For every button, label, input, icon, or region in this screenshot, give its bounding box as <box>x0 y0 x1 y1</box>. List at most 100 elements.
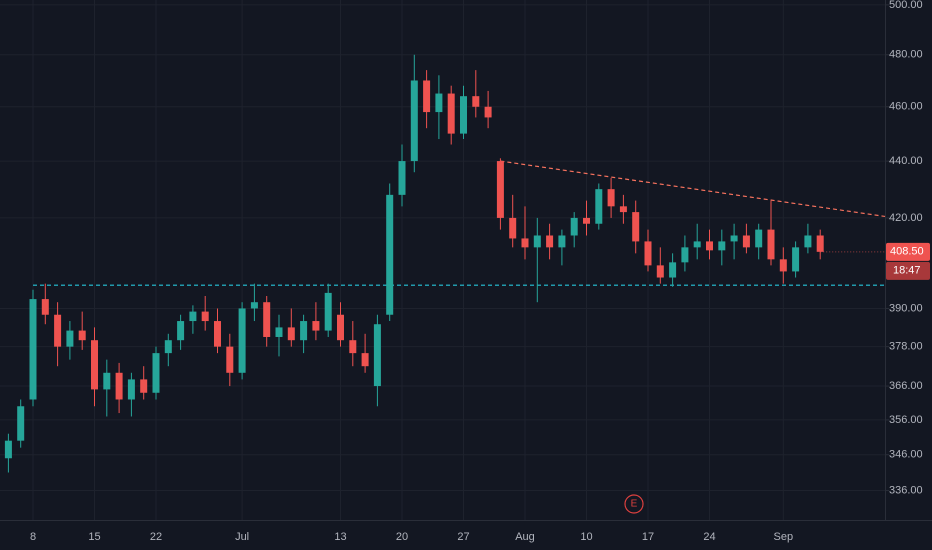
x-tick-label: Aug <box>515 531 535 543</box>
candle-body <box>509 217 517 239</box>
x-tick-label: 20 <box>396 531 408 543</box>
candle-body <box>164 340 172 354</box>
event-marker-label: E <box>631 499 638 510</box>
x-tick-label: Sep <box>774 531 794 543</box>
y-tick-label: 440.00 <box>889 155 923 167</box>
candle-body <box>250 302 258 309</box>
event-marker <box>624 494 644 514</box>
y-tick-label: 356.00 <box>889 414 923 426</box>
candle-body <box>632 212 640 242</box>
x-tick-label: 15 <box>88 531 100 543</box>
x-tick-label: 13 <box>334 531 346 543</box>
candle-body <box>435 93 443 113</box>
candle-body <box>484 106 492 118</box>
candle-body <box>361 353 369 367</box>
candle-body <box>570 217 578 236</box>
y-tick-label: 420.00 <box>889 212 923 224</box>
candle-body <box>779 259 787 272</box>
candle-body <box>312 321 320 331</box>
candle-body <box>238 308 246 373</box>
candle-body <box>447 93 455 134</box>
x-tick-label: 8 <box>30 531 36 543</box>
candle-body <box>693 241 701 248</box>
candle-body <box>718 241 726 251</box>
candle-body <box>496 161 504 218</box>
candle-body <box>275 327 283 337</box>
candle-body <box>656 265 664 278</box>
candle-body <box>521 238 529 248</box>
trend-line <box>500 160 886 218</box>
candle-body <box>386 194 394 315</box>
last-price-label: 408.50 <box>890 246 924 258</box>
candle-body <box>644 241 652 266</box>
candle-body <box>4 440 12 459</box>
candle-body <box>472 96 480 107</box>
candle-body <box>373 324 381 387</box>
candle-body <box>607 189 615 207</box>
candle-body <box>152 353 160 393</box>
candle-body <box>804 235 812 248</box>
y-tick-label: 378.00 <box>889 341 923 353</box>
y-tick-label: 390.00 <box>889 302 923 314</box>
candle-body <box>681 247 689 263</box>
candle-body <box>337 314 344 341</box>
candle-body <box>619 206 627 213</box>
y-tick-label: 346.00 <box>889 449 923 461</box>
countdown-label: 18:47 <box>893 265 921 277</box>
candle-body <box>583 217 590 224</box>
candle-body <box>300 321 308 341</box>
candle-body <box>201 311 209 322</box>
candle-body <box>398 161 406 195</box>
x-tick-label: 27 <box>457 531 469 543</box>
candle-body <box>730 235 738 242</box>
y-tick-label: 366.00 <box>889 380 923 392</box>
x-tick-label: 22 <box>150 531 162 543</box>
candle-body <box>103 372 111 390</box>
candle-body <box>595 189 603 224</box>
x-tick-label: 17 <box>642 531 654 543</box>
candle-body <box>78 330 86 341</box>
candle-body <box>127 379 135 400</box>
y-tick-label: 480.00 <box>889 49 923 61</box>
candle-body <box>17 406 25 441</box>
candle-body <box>226 346 234 373</box>
candle-body <box>669 262 677 278</box>
candle-body <box>792 247 800 272</box>
candle-body <box>706 241 713 251</box>
y-tick-label: 460.00 <box>889 101 923 113</box>
candle-body <box>54 314 62 347</box>
y-tick-label: 500.00 <box>889 0 923 11</box>
candle-body <box>349 340 357 354</box>
candle-body <box>287 327 295 341</box>
candle-body <box>115 372 123 400</box>
candle-body <box>66 330 74 347</box>
x-tick-label: 10 <box>580 531 592 543</box>
candle-body <box>410 80 418 162</box>
countdown-box <box>886 261 930 280</box>
candle-body <box>755 229 763 248</box>
last-price-box <box>886 242 930 261</box>
candle-body <box>140 379 148 393</box>
candle-body <box>324 292 332 331</box>
candle-body <box>546 235 554 248</box>
candle-body <box>41 299 49 315</box>
candle-body <box>91 340 98 390</box>
candle-body <box>533 235 541 248</box>
candle-body <box>263 302 271 337</box>
candle-body <box>816 235 824 252</box>
candle-body <box>177 321 185 341</box>
candle-body <box>189 311 197 322</box>
y-tick-label: 336.00 <box>889 484 923 496</box>
candle-body <box>558 235 566 248</box>
x-tick-label: Jul <box>235 531 249 543</box>
candle-body <box>767 229 775 260</box>
x-tick-label: 24 <box>703 531 715 543</box>
candle-body <box>460 96 467 134</box>
candle-body <box>742 235 750 248</box>
candle-body <box>214 321 221 347</box>
candle-body <box>29 299 37 400</box>
candle-body <box>423 80 431 113</box>
